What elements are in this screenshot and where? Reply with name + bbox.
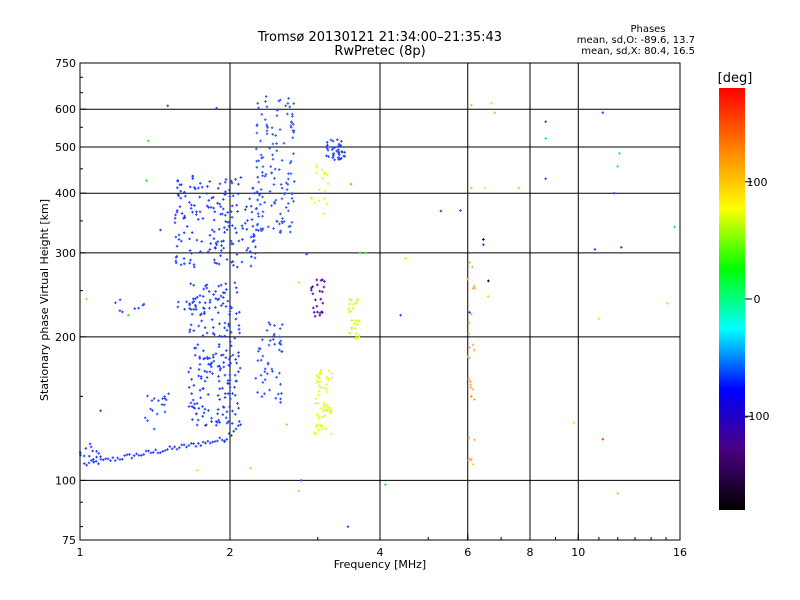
stats-line-x: mean, sd,X: 80.4, 16.5: [581, 46, 695, 57]
chart-title: Tromsø 20130121 21:34:00–21:35:43: [257, 30, 502, 45]
stats-line-o: mean, sd,O: -89.6, 13.7: [577, 35, 695, 46]
x-tick-label: 6: [464, 546, 471, 559]
colorbar: [719, 88, 745, 510]
y-tick-label: 100: [55, 474, 76, 487]
chart-subtitle: RwPretec (8p): [334, 44, 425, 59]
y-tick-label: 200: [55, 331, 76, 344]
y-tick-label: 600: [55, 103, 76, 116]
x-tick-label: 1: [77, 546, 84, 559]
axis-ticks: 1 2 4 6 8 10 16 75 100 200 300 400 500 600 750: [55, 57, 687, 559]
y-tick-label: 75: [62, 534, 76, 547]
colorbar-tick-label: 100: [747, 176, 768, 189]
x-tick-label: 16: [673, 546, 687, 559]
grid-lines: [80, 63, 680, 540]
x-tick-label: 8: [527, 546, 534, 559]
colorbar-label: [deg]: [718, 71, 753, 86]
data-points: [78, 95, 676, 528]
x-tick-label: 10: [571, 546, 585, 559]
y-tick-label: 400: [55, 187, 76, 200]
y-tick-label: 300: [55, 247, 76, 260]
y-axis-label: Stationary phase Virtual Height [km]: [38, 199, 51, 401]
colorbar-ticks: -100 0 100: [745, 176, 770, 423]
y-tick-label: 750: [55, 57, 76, 70]
colorbar-tick-label: -100: [745, 410, 770, 423]
y-tick-label: 500: [55, 141, 76, 154]
colorbar-tick-label: 0: [754, 293, 761, 306]
stats-title: Phases: [630, 24, 665, 35]
x-axis-label: Frequency [MHz]: [334, 558, 426, 571]
x-tick-label: 2: [227, 546, 234, 559]
x-tick-label: 4: [377, 546, 384, 559]
